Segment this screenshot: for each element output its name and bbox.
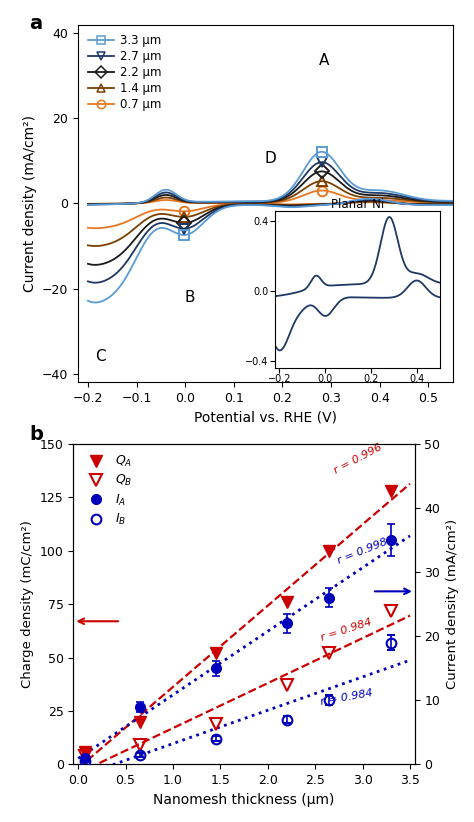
Y-axis label: Current density (mA/cm²): Current density (mA/cm²) (23, 115, 36, 292)
Text: D: D (264, 151, 276, 166)
Text: a: a (29, 14, 43, 33)
Y-axis label: Current density (mA/cm²): Current density (mA/cm²) (446, 520, 459, 689)
Text: r = 0.998: r = 0.998 (336, 537, 389, 566)
Text: C: C (95, 349, 105, 364)
Text: B: B (185, 289, 195, 305)
Text: r = 0.984: r = 0.984 (320, 616, 374, 643)
Y-axis label: Charge density (mC/cm²): Charge density (mC/cm²) (21, 520, 34, 688)
Text: b: b (29, 425, 43, 444)
Text: r = 0.996: r = 0.996 (332, 442, 384, 476)
X-axis label: Nanomesh thickness (μm): Nanomesh thickness (μm) (154, 792, 335, 806)
Legend: $Q_A$, $Q_B$, $I_A$, $I_B$: $Q_A$, $Q_B$, $I_A$, $I_B$ (80, 450, 136, 531)
Text: A: A (319, 53, 329, 68)
Text: r = 0.984: r = 0.984 (320, 687, 374, 707)
Legend: 3.3 μm, 2.7 μm, 2.2 μm, 1.4 μm, 0.7 μm: 3.3 μm, 2.7 μm, 2.2 μm, 1.4 μm, 0.7 μm (84, 30, 164, 114)
X-axis label: Potential vs. RHE (V): Potential vs. RHE (V) (194, 410, 337, 424)
